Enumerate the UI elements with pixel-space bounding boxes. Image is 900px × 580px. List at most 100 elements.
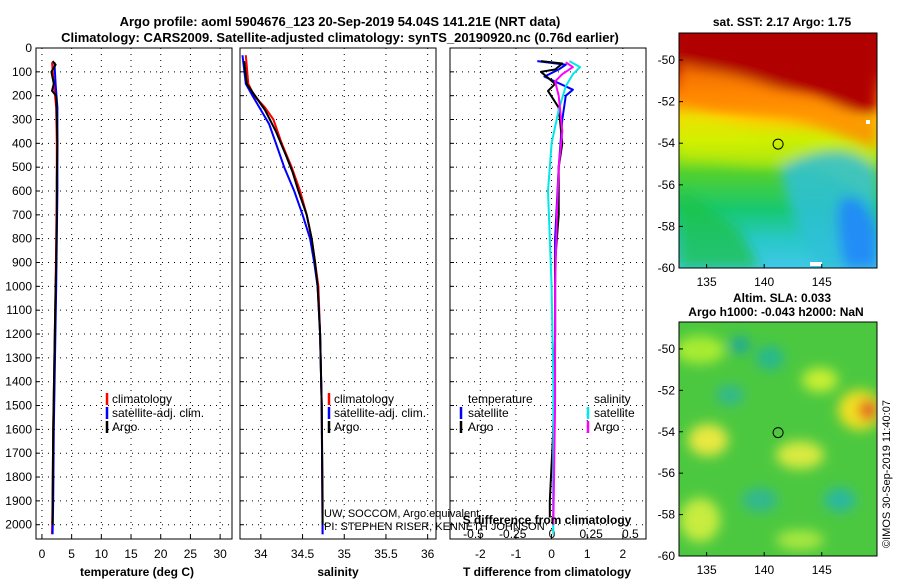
sst-map-title: sat. SST: 2.17 Argo: 1.75 xyxy=(713,15,852,29)
legend-climatology: climatology xyxy=(334,392,394,406)
salinity-axes-box xyxy=(239,47,437,540)
sla-blob xyxy=(824,488,856,512)
sst-field xyxy=(679,33,877,268)
legend-satellite-adj: satellite-adj. clim. xyxy=(334,406,426,420)
x-tick-label: 25 xyxy=(184,547,198,561)
sla-blob xyxy=(859,400,877,420)
legend-argo: Argo xyxy=(112,420,138,434)
difference-xlabel: T difference from climatology xyxy=(463,565,631,579)
temperature-grid xyxy=(36,47,232,539)
sst-warm-region xyxy=(679,33,877,113)
credit-line-1: UW, SOCCOM, Argo equivalent xyxy=(324,508,479,520)
y-tick-label: 600 xyxy=(12,184,32,198)
difference-panel: -2 -1 0 1 2 -0.5 -0.25 0 0.25 0.5 T difference fr… xyxy=(449,47,647,579)
legend-satellite-adj: satellite-adj. clim. xyxy=(112,406,204,420)
map-x-tick-label: 145 xyxy=(812,563,832,577)
map-y-tick-label: -50 xyxy=(658,53,676,67)
sla-map-frame xyxy=(678,321,878,557)
top-x-tick-label: 0.5 xyxy=(622,527,639,541)
y-tick-label: 900 xyxy=(12,256,32,270)
credit-line-2: PI: STEPHEN RISER, KENNETH JOHNSON xyxy=(324,521,545,533)
sst-green-region xyxy=(679,190,760,268)
sla-map-title-2: Argo h1000: -0.043 h2000: NaN xyxy=(688,305,863,319)
x-tick-label: 35 xyxy=(338,547,352,561)
sst-yellow-band xyxy=(679,108,877,200)
y-tick-label: 1000 xyxy=(5,279,32,293)
sla-blob xyxy=(680,498,720,542)
sla-map: 135 140 145 -50 -52 -54 -56 -58 -60 xyxy=(658,321,878,577)
map-x-tick-label: 135 xyxy=(697,275,717,289)
series-line xyxy=(552,61,574,525)
y-tick-label: 700 xyxy=(12,208,32,222)
legend-temperature-title: temperature xyxy=(468,392,533,406)
map-x-tick-label: 145 xyxy=(812,275,832,289)
top-x-tick-label: 0.25 xyxy=(579,527,603,541)
temperature-axes-box xyxy=(35,47,233,540)
sst-map: 135 140 145 -50 -52 -54 -56 -58 -60 xyxy=(658,32,878,289)
series-line xyxy=(243,60,324,525)
sst-map-ticks: 135 140 145 -50 -52 -54 -56 -58 -60 xyxy=(658,53,832,289)
x-tick-label: -1 xyxy=(511,547,522,561)
y-tick-label: 400 xyxy=(12,136,32,150)
y-tick-label: 1800 xyxy=(5,470,32,484)
x-tick-label: 2 xyxy=(619,547,626,561)
sst-missing-pixel xyxy=(866,120,870,124)
sla-blob xyxy=(688,424,728,456)
x-tick-label: 5 xyxy=(68,547,75,561)
top-x-tick-label: -0.5 xyxy=(463,527,484,541)
map-y-tick-label: -58 xyxy=(658,219,676,233)
map-y-tick-label: -54 xyxy=(658,136,676,150)
difference-lines xyxy=(537,60,582,535)
difference-axes-box xyxy=(449,47,647,540)
legend-s-satellite: satellite xyxy=(594,406,635,420)
difference-grid xyxy=(450,47,646,539)
y-tick-label: 1400 xyxy=(5,375,32,389)
y-tick-label: 1600 xyxy=(5,422,32,436)
salinity-lines xyxy=(241,55,324,535)
legend-climatology: climatology xyxy=(112,392,172,406)
sla-map-ticks: 135 140 145 -50 -52 -54 -56 -58 -60 xyxy=(658,342,832,577)
argo-location-marker xyxy=(772,138,784,150)
map-y-tick-label: -58 xyxy=(658,508,676,522)
y-tick-label: 1900 xyxy=(5,494,32,508)
y-tick-label: 1700 xyxy=(5,446,32,460)
salinity-ticks: 34 34.5 35 35.5 36 xyxy=(240,47,435,561)
temperature-panel: 0100200300400500600700800900100011001200… xyxy=(5,41,233,579)
temperature-lines xyxy=(50,60,59,535)
x-tick-label: 10 xyxy=(95,547,109,561)
y-tick-label: 1200 xyxy=(5,327,32,341)
legend-t-satellite: satellite xyxy=(468,406,509,420)
sla-blob xyxy=(756,346,784,370)
sla-blob xyxy=(838,390,877,430)
series-line xyxy=(244,55,324,535)
x-tick-label: 30 xyxy=(213,547,227,561)
top-x-tick-label: -0.25 xyxy=(499,527,527,541)
x-tick-label: 0 xyxy=(39,547,46,561)
map-y-tick-label: -52 xyxy=(658,383,676,397)
y-tick-label: 500 xyxy=(12,160,32,174)
map-y-tick-label: -52 xyxy=(658,95,676,109)
x-tick-label: 1 xyxy=(584,547,591,561)
temperature-legend: climatology satellite-adj. clim. Argo xyxy=(105,392,204,434)
temperature-ticks: 0100200300400500600700800900100011001200… xyxy=(5,41,227,561)
y-tick-label: 800 xyxy=(12,232,32,246)
x-tick-label: 0 xyxy=(548,547,555,561)
series-line xyxy=(547,60,582,535)
x-tick-label: 34.5 xyxy=(291,547,315,561)
x-tick-label: 20 xyxy=(154,547,168,561)
difference-top-xlabel: S difference from climatology xyxy=(463,513,632,527)
sla-blob xyxy=(776,441,824,469)
sst-map-frame xyxy=(678,32,878,269)
map-y-tick-label: -50 xyxy=(658,342,676,356)
salinity-xlabel: salinity xyxy=(317,565,359,579)
argo-location-marker xyxy=(772,427,784,439)
map-y-tick-label: -56 xyxy=(658,178,676,192)
y-tick-label: 2000 xyxy=(5,518,32,532)
legend-t-argo: Argo xyxy=(468,420,494,434)
sst-missing-pixel xyxy=(810,262,822,266)
sst-orange-band xyxy=(679,64,877,150)
sla-blob xyxy=(716,385,744,405)
map-y-tick-label: -56 xyxy=(658,466,676,480)
y-tick-label: 1100 xyxy=(6,303,32,317)
sla-blob xyxy=(802,368,838,392)
